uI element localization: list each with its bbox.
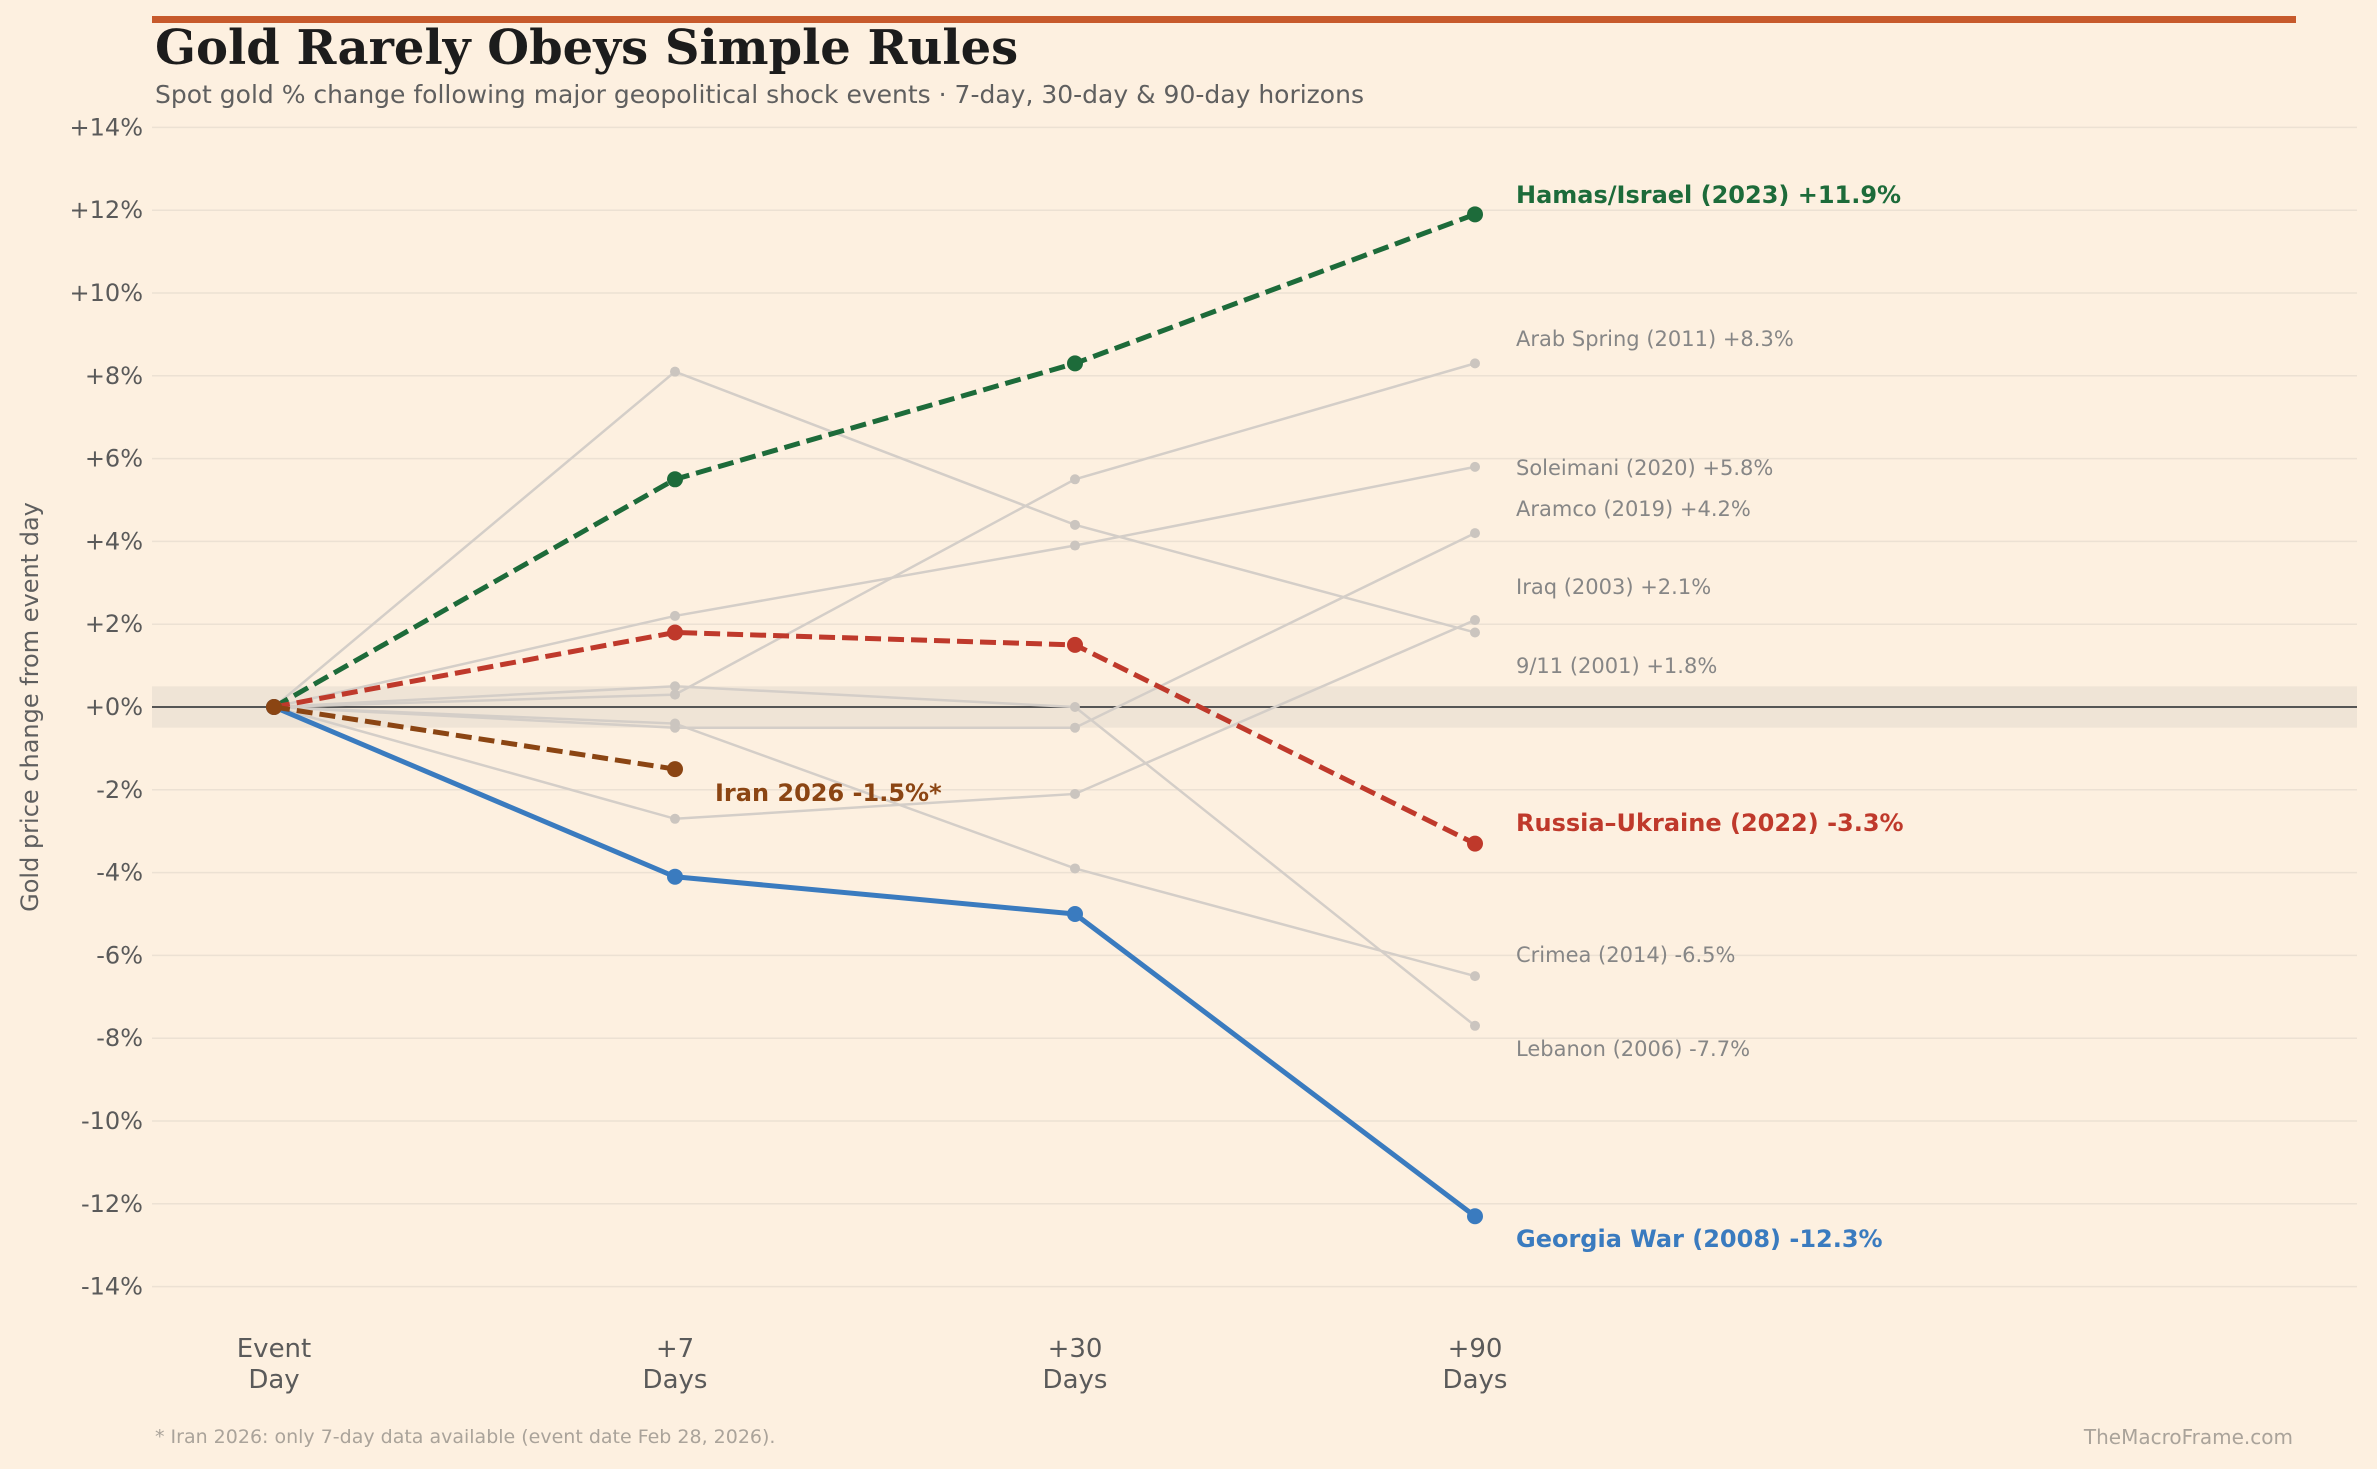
- y-tick-label: +0%: [85, 693, 143, 721]
- series-label-russia-ukraine-2022: Russia–Ukraine (2022) -3.3%: [1516, 809, 1904, 837]
- x-tick-label: +7 Days: [643, 1334, 708, 1395]
- title-accent-bar: [152, 16, 2296, 23]
- series-point-hamas-israel-2023: [1067, 355, 1083, 372]
- gridlines-layer: [152, 126, 2357, 1288]
- series-label-arab-spring-2011: Arab Spring (2011) +8.3%: [1516, 327, 1794, 351]
- series-label-soleimani-2020: Soleimani (2020) +5.8%: [1516, 456, 1773, 480]
- series-label-georgia-war-2008: Georgia War (2008) -12.3%: [1516, 1225, 1883, 1253]
- x-tick-label: +90 Days: [1443, 1334, 1508, 1395]
- series-point-soleimani-2020: [670, 610, 680, 621]
- chart-title: Gold Rarely Obeys Simple Rules: [155, 20, 1019, 76]
- series-point-crimea-2014: [1470, 971, 1480, 982]
- series-line-arab-spring-2011: [273, 362, 1476, 709]
- x-tick-label: +30 Days: [1043, 1334, 1108, 1395]
- highlight-series-layer: [266, 206, 1483, 1225]
- series-point-lebanon-2006: [1070, 702, 1080, 712]
- series-line-hamas-israel-2023: [272, 211, 1476, 710]
- series-line-iraq-2003: [273, 618, 1476, 821]
- series-labels-layer: Arab Spring (2011) +8.3% Soleimani (2020)…: [715, 181, 1904, 1253]
- series-label-aramco-2019: Aramco (2019) +4.2%: [1516, 497, 1751, 521]
- y-tick-label: -4%: [96, 859, 143, 887]
- x-tick-labels: Event Day +7 Days +30 Days +90 Days: [237, 1334, 1508, 1395]
- series-point-soleimani-2020: [1470, 461, 1480, 472]
- series-point-russia-ukraine-2022: [667, 624, 683, 641]
- series-line-crimea-2014: [273, 705, 1476, 978]
- series-point-russia-ukraine-2022: [1467, 835, 1483, 852]
- source-credit: TheMacroFrame.com: [2083, 1425, 2293, 1449]
- x-tick-label: Event Day: [237, 1334, 311, 1395]
- series-label-9-11-2001: 9/11 (2001) +1.8%: [1516, 654, 1717, 678]
- series-label-iran-2026: Iran 2026 -1.5%*: [715, 779, 942, 807]
- series-point-arab-spring-2011: [1070, 474, 1080, 485]
- series-point-iran-2026: [667, 761, 683, 778]
- series-point-georgia-war-2008: [1067, 906, 1083, 922]
- y-tick-label: -12%: [81, 1190, 143, 1218]
- series-point-hamas-israel-2023: [1467, 206, 1483, 223]
- series-point-soleimani-2020: [1070, 540, 1080, 551]
- y-tick-label: -2%: [96, 776, 143, 804]
- chart-subtitle: Spot gold % change following major geopo…: [155, 80, 1364, 109]
- series-point-georgia-war-2008: [667, 868, 683, 885]
- series-label-iraq-2003: Iraq (2003) +2.1%: [1516, 575, 1711, 599]
- series-line-georgia-war-2008: [273, 704, 1477, 1219]
- series-point-iran-2026: [266, 699, 282, 715]
- series-label-hamas-israel-2023: Hamas/Israel (2023) +11.9%: [1516, 181, 1901, 209]
- y-tick-label: +10%: [70, 279, 143, 307]
- series-point-hamas-israel-2023: [667, 471, 683, 488]
- series-point-iraq-2003: [1070, 788, 1080, 799]
- series-point-iraq-2003: [1470, 615, 1480, 626]
- series-point-aramco-2019: [1470, 528, 1480, 539]
- series-point-lebanon-2006: [1470, 1020, 1480, 1031]
- series-line-lebanon-2006: [273, 685, 1476, 1027]
- series-point-crimea-2014: [670, 718, 680, 729]
- series-line-soleimani-2020: [273, 465, 1476, 709]
- y-tick-labels: +14% +12% +10% +8% +6% +4% +2% +0% -2% -4% -6% -8% -…: [70, 113, 143, 1300]
- y-tick-label: -10%: [81, 1107, 143, 1135]
- series-point-aramco-2019: [1070, 722, 1080, 733]
- y-tick-label: +12%: [70, 196, 143, 224]
- series-point-9-11-2001: [670, 366, 680, 377]
- y-tick-label: +2%: [85, 610, 143, 638]
- y-tick-label: +14%: [70, 113, 143, 141]
- series-point-9-11-2001: [1470, 627, 1480, 638]
- series-line-russia-ukraine-2022: [273, 629, 1477, 846]
- y-tick-label: -8%: [96, 1024, 143, 1052]
- y-tick-label: +4%: [85, 527, 143, 555]
- y-tick-label: -14%: [81, 1273, 143, 1301]
- series-point-arab-spring-2011: [1470, 358, 1480, 369]
- series-point-iraq-2003: [670, 813, 680, 824]
- series-point-russia-ukraine-2022: [1067, 636, 1083, 653]
- y-tick-label: +6%: [85, 445, 143, 473]
- series-line-9-11-2001: [273, 370, 1476, 708]
- series-line-aramco-2019: [273, 531, 1476, 729]
- series-point-lebanon-2006: [670, 681, 680, 692]
- footnote: * Iran 2026: only 7-day data available (…: [155, 1426, 776, 1448]
- y-tick-label: -6%: [96, 941, 143, 969]
- series-point-9-11-2001: [1070, 519, 1080, 530]
- series-point-arab-spring-2011: [670, 689, 680, 700]
- series-label-crimea-2014: Crimea (2014) -6.5%: [1516, 943, 1736, 967]
- background-series-layer: [269, 358, 1480, 1031]
- series-point-georgia-war-2008: [1467, 1208, 1483, 1225]
- series-point-crimea-2014: [1070, 863, 1080, 874]
- series-label-lebanon-2006: Lebanon (2006) -7.7%: [1516, 1037, 1750, 1061]
- y-tick-label: +8%: [85, 362, 143, 390]
